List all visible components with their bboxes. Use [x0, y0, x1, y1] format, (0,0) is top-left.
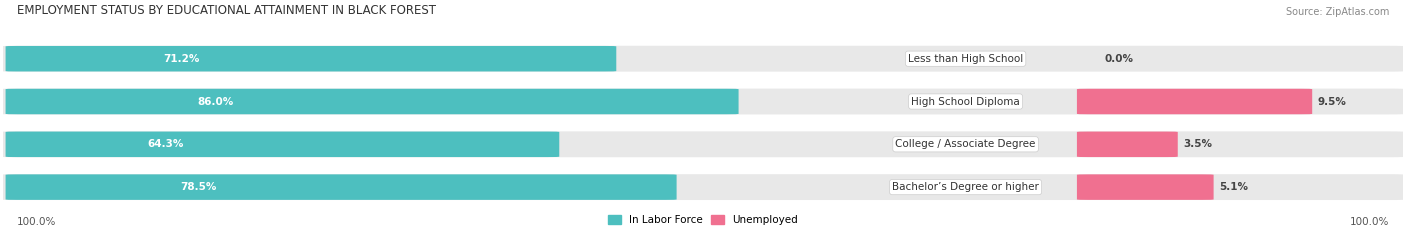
Legend: In Labor Force, Unemployed: In Labor Force, Unemployed [605, 211, 801, 229]
Text: 100.0%: 100.0% [1350, 217, 1389, 227]
FancyBboxPatch shape [1077, 89, 1312, 114]
Text: 86.0%: 86.0% [198, 96, 233, 106]
FancyBboxPatch shape [0, 131, 1406, 157]
FancyBboxPatch shape [6, 46, 616, 72]
Text: EMPLOYMENT STATUS BY EDUCATIONAL ATTAINMENT IN BLACK FOREST: EMPLOYMENT STATUS BY EDUCATIONAL ATTAINM… [17, 4, 436, 17]
Text: 0.0%: 0.0% [1105, 54, 1133, 64]
Text: 100.0%: 100.0% [17, 217, 56, 227]
FancyBboxPatch shape [0, 174, 1406, 200]
FancyBboxPatch shape [1077, 132, 1178, 157]
FancyBboxPatch shape [1077, 174, 1213, 200]
Text: 78.5%: 78.5% [180, 182, 217, 192]
Text: College / Associate Degree: College / Associate Degree [896, 139, 1036, 149]
Text: Source: ZipAtlas.com: Source: ZipAtlas.com [1286, 7, 1389, 17]
Text: 9.5%: 9.5% [1317, 96, 1347, 106]
FancyBboxPatch shape [6, 174, 676, 200]
Text: Bachelor’s Degree or higher: Bachelor’s Degree or higher [893, 182, 1039, 192]
Text: 64.3%: 64.3% [148, 139, 184, 149]
FancyBboxPatch shape [6, 89, 738, 114]
Text: Less than High School: Less than High School [908, 54, 1024, 64]
FancyBboxPatch shape [6, 132, 560, 157]
Text: 3.5%: 3.5% [1184, 139, 1212, 149]
Text: 71.2%: 71.2% [163, 54, 200, 64]
FancyBboxPatch shape [0, 89, 1406, 114]
Text: High School Diploma: High School Diploma [911, 96, 1019, 106]
Text: 5.1%: 5.1% [1219, 182, 1249, 192]
FancyBboxPatch shape [0, 46, 1406, 72]
